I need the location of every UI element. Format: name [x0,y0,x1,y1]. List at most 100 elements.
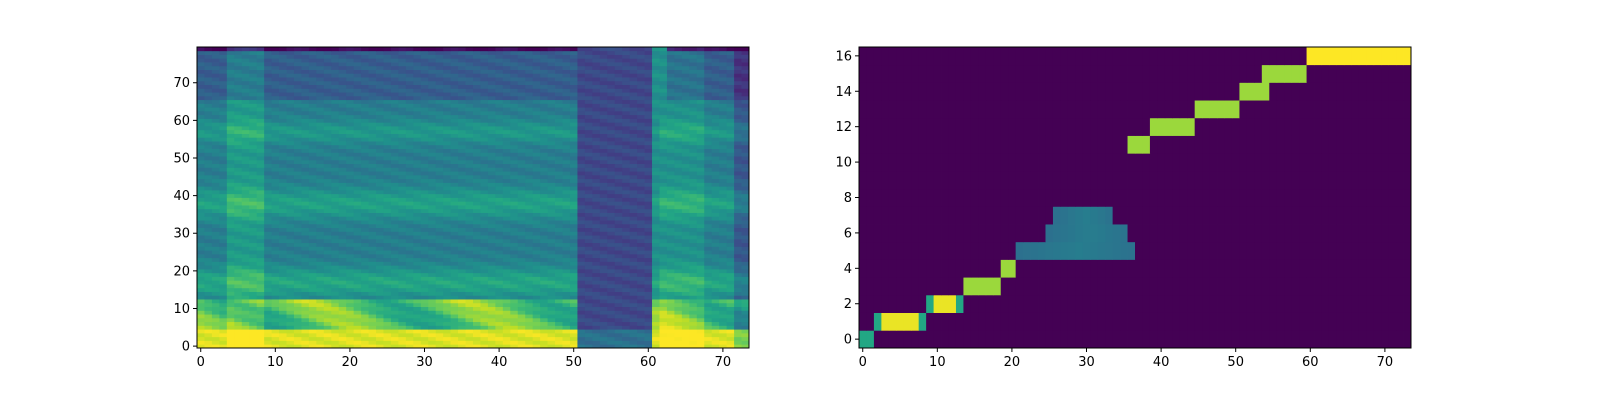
spectrogram-cell [726,110,735,116]
spectrogram-cell [652,174,660,180]
spectrogram-cell [293,186,302,191]
spectrogram-cell [674,231,683,236]
spectrogram-cell [256,306,265,311]
spectrogram-cell [383,186,392,191]
spectrogram-cell [376,287,384,292]
spectrogram-cell [390,110,399,116]
spectrogram-cell [480,235,489,240]
spectrogram-cell [443,137,452,142]
spectrogram-cell [666,148,675,153]
spectrogram-cell [696,344,705,349]
spectrogram-cell [510,212,519,217]
spectrogram-cell [353,193,362,198]
spectrogram-cell [256,122,265,127]
spectrogram-cell [271,291,280,296]
spectrogram-cell [644,189,653,195]
spectrogram-cell [361,178,369,183]
spectrogram-cell [256,231,265,236]
spectrogram-cell [279,253,287,259]
spectrogram-cell [607,118,616,123]
spectrogram-cell [741,95,750,101]
spectrogram-cell [696,284,705,289]
spectrogram-cell [301,174,310,180]
spectrogram-cell [562,137,571,142]
spectrogram-cell [279,284,287,289]
spectrogram-cell [607,332,616,338]
spectrogram-cell [659,152,668,157]
spectrogram-cell [584,110,593,116]
spectrogram-cell [532,118,541,123]
spectrogram-cell [241,246,250,251]
spectrogram-cell [226,163,235,168]
spectrogram-cell [204,114,213,119]
spectrogram-cell [420,306,429,311]
spectrogram-cell [592,152,601,157]
spectrogram-cell [681,314,690,319]
spectrogram-cell [525,144,534,149]
spectrogram-cell [271,257,280,262]
spectrogram-cell [741,189,750,195]
spectrogram-cell [629,114,638,119]
spectrogram-cell [435,336,444,341]
spectrogram-cell [323,133,332,138]
spectrogram-cell [510,336,519,341]
spectrogram-cell [696,152,705,157]
spectrogram-cell [323,156,332,161]
spectrogram-cell [211,167,220,172]
spectrogram-cell [435,280,444,285]
spectrogram-cell [607,310,616,315]
spectrogram-cell [331,246,340,251]
spectrogram-cell [637,287,645,292]
spectrogram-cell [271,287,280,292]
spectrogram-cell [405,137,414,142]
spectrogram-cell [629,99,638,104]
spectrogram-cell [726,284,735,289]
spectrogram-cell [607,141,616,146]
spectrogram-cell [376,321,384,326]
spectrogram-cell [465,144,474,149]
spectrogram-cell [637,253,645,259]
spectrogram-cell [226,129,235,134]
spectrogram-cell [689,144,698,149]
spectrogram-cell [458,216,466,221]
spectrogram-cell [599,110,608,116]
spectrogram-cell [532,167,541,172]
spectrogram-cell [398,114,407,119]
spectrogram-cell [689,231,698,236]
spectrogram-cell [681,201,690,206]
spectrogram-cell [726,246,735,251]
spectrogram-cell [599,231,608,236]
spectrogram-cell [226,174,235,180]
spectrogram-cell [443,189,452,195]
spectrogram-cell [741,227,750,232]
spectrogram-cell [547,220,556,225]
spectrogram-cell [614,152,623,157]
spectrogram-cell [226,314,235,319]
spectrogram-cell [465,344,474,349]
spectrogram-cell [659,317,668,323]
spectrogram-cell [584,250,593,255]
spectrogram-cell [719,268,728,274]
spectrogram-cell [510,325,519,330]
spectrogram-cell [405,103,414,108]
spectrogram-cell [413,299,422,304]
spectrogram-cell [644,287,653,292]
spectrogram-cell [458,212,466,217]
spectrogram-cell [204,148,213,153]
spectrogram-cell [666,95,675,101]
spectrogram-cell [607,189,616,195]
spectrogram-cell [361,122,369,127]
spectrogram-cell [502,329,511,334]
spectrogram-cell [383,227,392,232]
spectrogram-cell [398,231,407,236]
spectrogram-cell [510,265,519,270]
spectrogram-cell [428,129,437,134]
spectrogram-cell [420,141,429,146]
spectrogram-cell [316,193,325,198]
spectrogram-cell [361,216,369,221]
spectrogram-cell [577,159,586,165]
spectrogram-cell [614,299,623,304]
spectrogram-cell [696,299,705,304]
spectrogram-cell [264,144,272,149]
spectrogram-cell [502,118,511,123]
